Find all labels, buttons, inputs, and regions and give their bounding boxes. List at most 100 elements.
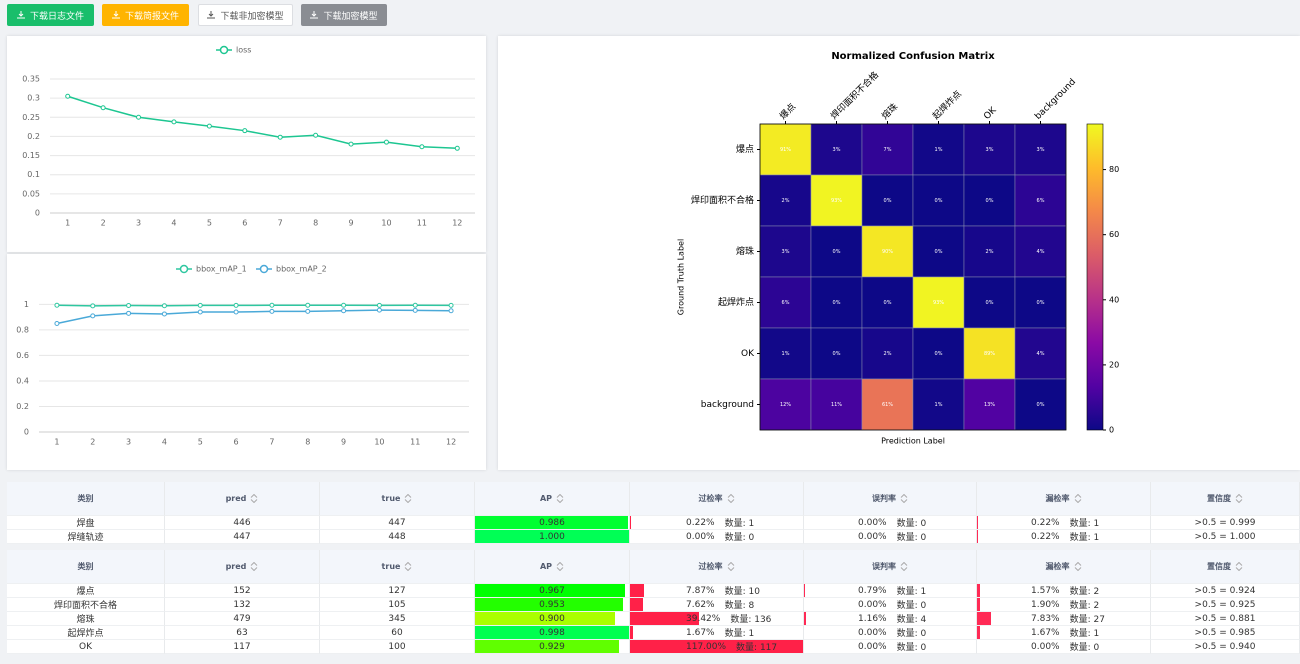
point xyxy=(161,311,167,317)
table-cell: 0.998 xyxy=(475,626,630,640)
header-label: 类别 xyxy=(77,494,94,503)
cell xyxy=(861,123,914,176)
cell-text: 127 xyxy=(388,585,406,596)
header-label: 类别 xyxy=(77,562,94,571)
value-bar xyxy=(475,516,628,529)
value-bar xyxy=(630,584,644,597)
sort-icon[interactable] xyxy=(727,494,735,503)
cell-label: 11% xyxy=(831,402,842,408)
table-cell: 132 xyxy=(165,598,320,612)
cell-label: 0% xyxy=(986,198,994,204)
cell-label: 1% xyxy=(935,402,943,408)
sort-icon[interactable] xyxy=(900,494,908,503)
x-tick-label: 10 xyxy=(374,438,384,447)
value-bar xyxy=(804,612,806,625)
x-tick-label: 6 xyxy=(234,438,239,447)
sort-icon[interactable] xyxy=(556,562,564,571)
table-cell: 0.986 xyxy=(475,516,630,530)
header-label: 置信度 xyxy=(1207,562,1231,571)
cell-label: 4% xyxy=(1037,351,1045,357)
y-tick-label: 1 xyxy=(24,300,29,309)
table-cell: 爆点 xyxy=(7,584,165,598)
cell-text: 0.00% xyxy=(858,599,887,610)
x-axis-title: Prediction Label xyxy=(881,437,945,446)
table-cell: 0.22% 数量: 1 xyxy=(630,516,804,530)
header-cell: 漏检率 xyxy=(977,482,1151,516)
x-tick-label: 熔珠 xyxy=(879,101,900,122)
point xyxy=(305,308,311,314)
cell-text: 0.22% xyxy=(686,517,715,528)
sort-icon[interactable] xyxy=(1235,494,1243,503)
cell-text: 105 xyxy=(388,599,406,610)
cell-text: OK xyxy=(79,641,92,652)
cell-text: 152 xyxy=(233,585,251,596)
sort-icon[interactable] xyxy=(404,562,412,571)
cell xyxy=(963,378,1016,431)
table-cell: 熔珠 xyxy=(7,612,165,626)
cell-text: 447 xyxy=(233,531,251,542)
header-label: 漏检率 xyxy=(1045,562,1070,571)
sort-icon[interactable] xyxy=(900,562,908,571)
sort-icon[interactable] xyxy=(727,562,735,571)
cell-text: >0.5 = 1.000 xyxy=(1194,531,1256,542)
point xyxy=(126,303,132,309)
table-cell: 447 xyxy=(165,530,320,544)
sort-arrows xyxy=(1235,494,1243,503)
cell-text: 0.00% xyxy=(858,517,887,528)
sort-icon[interactable] xyxy=(556,494,564,503)
cell-label: 1% xyxy=(782,351,790,357)
cell-text: 345 xyxy=(388,613,406,624)
x-tick-label: 7 xyxy=(269,438,274,447)
header-cell: 误判率 xyxy=(804,482,977,516)
header-label: AP xyxy=(539,562,553,571)
download-brief-button[interactable]: 下载简报文件 xyxy=(102,4,189,26)
sort-icon[interactable] xyxy=(404,494,412,503)
cell-label: 6% xyxy=(1037,198,1045,204)
sort-icon[interactable] xyxy=(250,562,258,571)
sort-icon[interactable] xyxy=(1074,494,1082,503)
cell-text: 数量: 1 xyxy=(1069,519,1100,529)
cell xyxy=(759,327,812,380)
sort-icon[interactable] xyxy=(250,494,258,503)
sort-arrows xyxy=(727,562,734,571)
cell xyxy=(1014,225,1067,278)
colorbar-label: 20 xyxy=(1109,360,1119,369)
cell-text: 数量: 0 xyxy=(896,533,927,543)
table-cell: 0.00% 数量: 0 xyxy=(977,640,1151,654)
cell-text: 数量: 0 xyxy=(896,643,927,653)
cell-label: 0% xyxy=(833,300,841,306)
cell-text: 0.00% xyxy=(858,641,887,652)
cell-label: 91% xyxy=(780,147,791,153)
cell-text: 7.83% xyxy=(1031,613,1060,624)
sort-icon[interactable] xyxy=(1074,562,1082,571)
cell-text: 数量: 0 xyxy=(896,519,927,529)
table-cell: 1.67% 数量: 1 xyxy=(630,626,804,640)
cell-text: 数量: 2 xyxy=(1069,587,1100,597)
download-plain-model-button[interactable]: 下载非加密模型 xyxy=(198,4,293,26)
point xyxy=(448,302,454,308)
point xyxy=(233,309,239,315)
header-cell: 置信度 xyxy=(1151,482,1300,516)
point xyxy=(454,145,460,151)
x-tick-label: 12 xyxy=(452,219,462,228)
cell xyxy=(861,327,914,380)
header-cell: pred xyxy=(165,482,320,516)
download-log-button[interactable]: 下载日志文件 xyxy=(7,4,94,26)
value-bar xyxy=(630,598,644,611)
cell-text: 39.42% xyxy=(686,613,721,624)
colorbar-label: 60 xyxy=(1109,230,1119,239)
confusion-matrix: Normalized Confusion Matrix 91% 3% 7% 1% 3% 3%… xyxy=(498,36,1300,470)
x-tick-label: 1 xyxy=(54,438,59,447)
point xyxy=(206,123,212,129)
cell-label: 4% xyxy=(1037,249,1045,255)
cell-text: 0.900 xyxy=(539,613,565,624)
legend-label: loss xyxy=(236,46,251,55)
cell-text: 0.22% xyxy=(1031,517,1060,528)
y-tick-label: OK xyxy=(741,349,755,359)
table-cell: 446 xyxy=(165,516,320,530)
x-tick-label: 11 xyxy=(417,219,427,228)
download-encrypted-model-button[interactable]: 下载加密模型 xyxy=(301,4,387,26)
cell-label: 93% xyxy=(933,300,944,306)
sort-icon[interactable] xyxy=(1235,562,1243,571)
cell xyxy=(963,174,1016,227)
